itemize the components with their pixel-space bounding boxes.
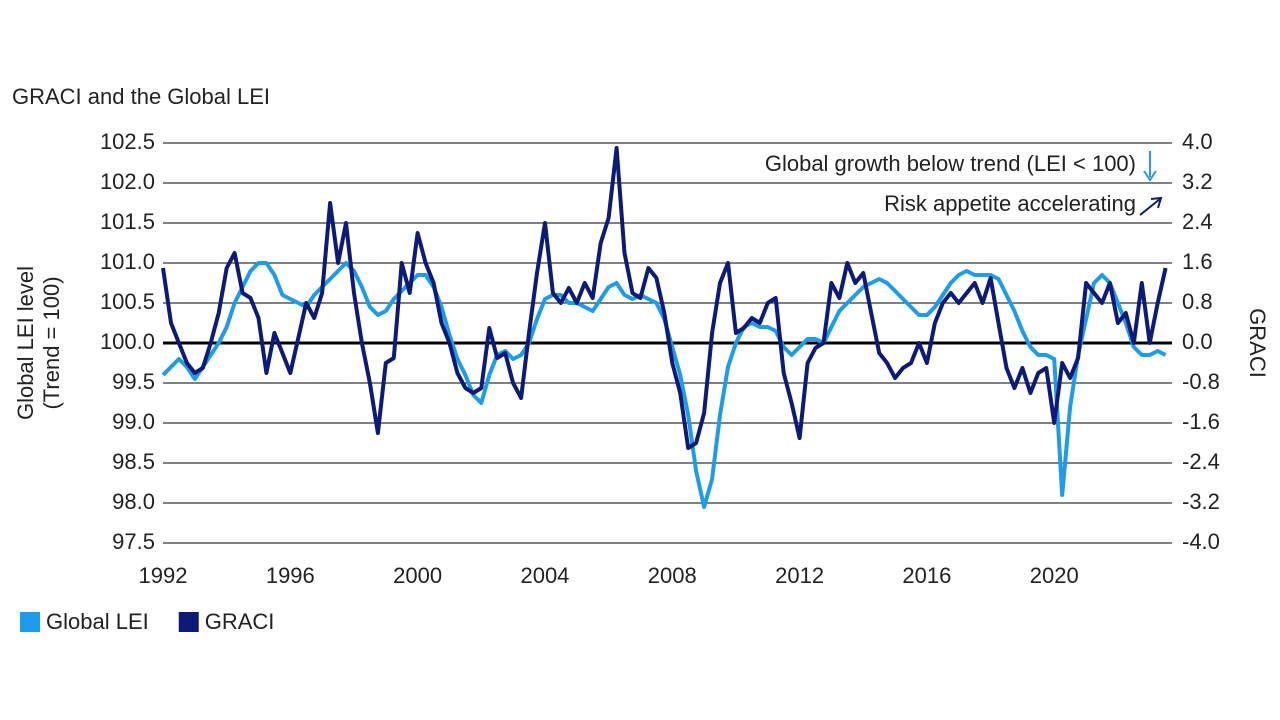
y-tick-label: 97.5 bbox=[112, 529, 155, 554]
y2-axis-title: GRACI bbox=[1245, 308, 1270, 378]
y2-tick-label: 3.2 bbox=[1182, 169, 1213, 194]
x-tick-label: 2000 bbox=[393, 563, 442, 588]
y2-tick-label: 0.8 bbox=[1182, 289, 1213, 314]
annotation-arrow bbox=[1139, 198, 1161, 216]
y-tick-label: 98.5 bbox=[112, 449, 155, 474]
y-tick-label: 101.0 bbox=[100, 249, 155, 274]
y2-tick-label: -4.0 bbox=[1182, 529, 1220, 554]
y2-tick-label: 0.0 bbox=[1182, 329, 1213, 354]
y2-tick-label: 4.0 bbox=[1182, 129, 1213, 154]
x-tick-label: 2016 bbox=[902, 563, 951, 588]
y-tick-label: 102.5 bbox=[100, 129, 155, 154]
x-tick-label: 2004 bbox=[520, 563, 569, 588]
chart-title: GRACI and the Global LEI bbox=[12, 84, 270, 109]
y-tick-label: 102.0 bbox=[100, 169, 155, 194]
legend-swatch bbox=[178, 612, 199, 632]
y2-tick-label: -0.8 bbox=[1182, 369, 1220, 394]
y2-tick-label: -3.2 bbox=[1182, 489, 1220, 514]
y-tick-label: 100.5 bbox=[100, 289, 155, 314]
annotation: Global growth below trend (LEI < 100) bbox=[765, 151, 1136, 176]
legend-swatch bbox=[20, 612, 40, 632]
x-tick-label: 1992 bbox=[139, 563, 188, 588]
x-tick-label: 1996 bbox=[266, 563, 315, 588]
y2-tick-label: 2.4 bbox=[1182, 209, 1213, 234]
y2-tick-label: -1.6 bbox=[1182, 409, 1220, 434]
y-tick-label: 99.0 bbox=[112, 409, 155, 434]
x-tick-label: 2012 bbox=[775, 563, 824, 588]
y-tick-label: 100.0 bbox=[100, 329, 155, 354]
y-axis-title-line: Global LEI level bbox=[13, 266, 38, 420]
y-tick-label: 101.5 bbox=[100, 209, 155, 234]
y-tick-label: 99.5 bbox=[112, 369, 155, 394]
annotation: Risk appetite accelerating bbox=[884, 191, 1136, 216]
y-axis-title: Global LEI level(Trend = 100) bbox=[13, 266, 64, 420]
x-tick-label: 2008 bbox=[648, 563, 697, 588]
y-tick-label: 98.0 bbox=[112, 489, 155, 514]
legend-label: GRACI bbox=[205, 609, 275, 634]
legend-label: Global LEI bbox=[46, 609, 149, 634]
series-line bbox=[161, 146, 1168, 450]
y2-tick-label: -2.4 bbox=[1182, 449, 1220, 474]
y-axis-title-line: (Trend = 100) bbox=[39, 276, 64, 409]
y2-tick-label: 1.6 bbox=[1182, 249, 1213, 274]
annotation-arrowhead bbox=[1150, 196, 1163, 209]
annotation-arrowhead bbox=[1143, 170, 1157, 182]
x-tick-label: 2020 bbox=[1030, 563, 1079, 588]
